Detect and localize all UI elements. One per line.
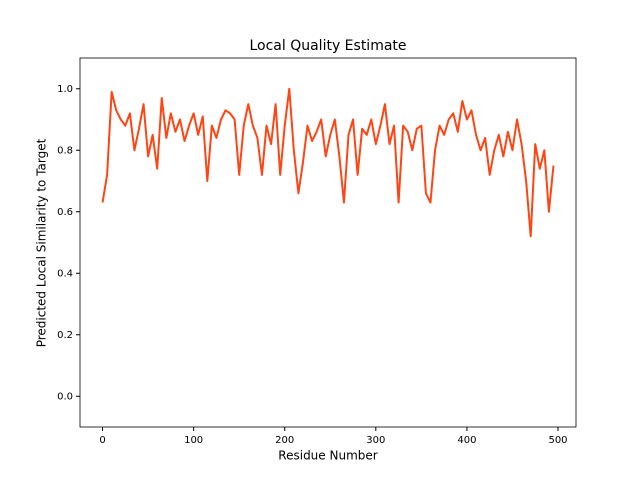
x-tick-label: 100 [184, 435, 203, 446]
x-tick-label: 400 [457, 435, 476, 446]
y-tick-label: 0.0 [57, 391, 73, 402]
y-tick-label: 1.0 [57, 84, 73, 95]
x-tick-label: 0 [99, 435, 105, 446]
y-tick-label: 0.6 [57, 207, 73, 218]
x-tick-label: 200 [275, 435, 294, 446]
x-axis-label: Residue Number [278, 449, 377, 463]
y-tick-label: 0.2 [57, 330, 73, 341]
chart-title: Local Quality Estimate [249, 38, 406, 54]
x-tick-label: 300 [366, 435, 385, 446]
y-tick-label: 0.4 [57, 268, 73, 279]
x-tick-label: 500 [548, 435, 567, 446]
y-axis-label: Predicted Local Similarity to Target [35, 138, 49, 347]
plot-frame [79, 57, 577, 428]
y-tick-label: 0.8 [57, 145, 73, 156]
line [101, 87, 555, 238]
